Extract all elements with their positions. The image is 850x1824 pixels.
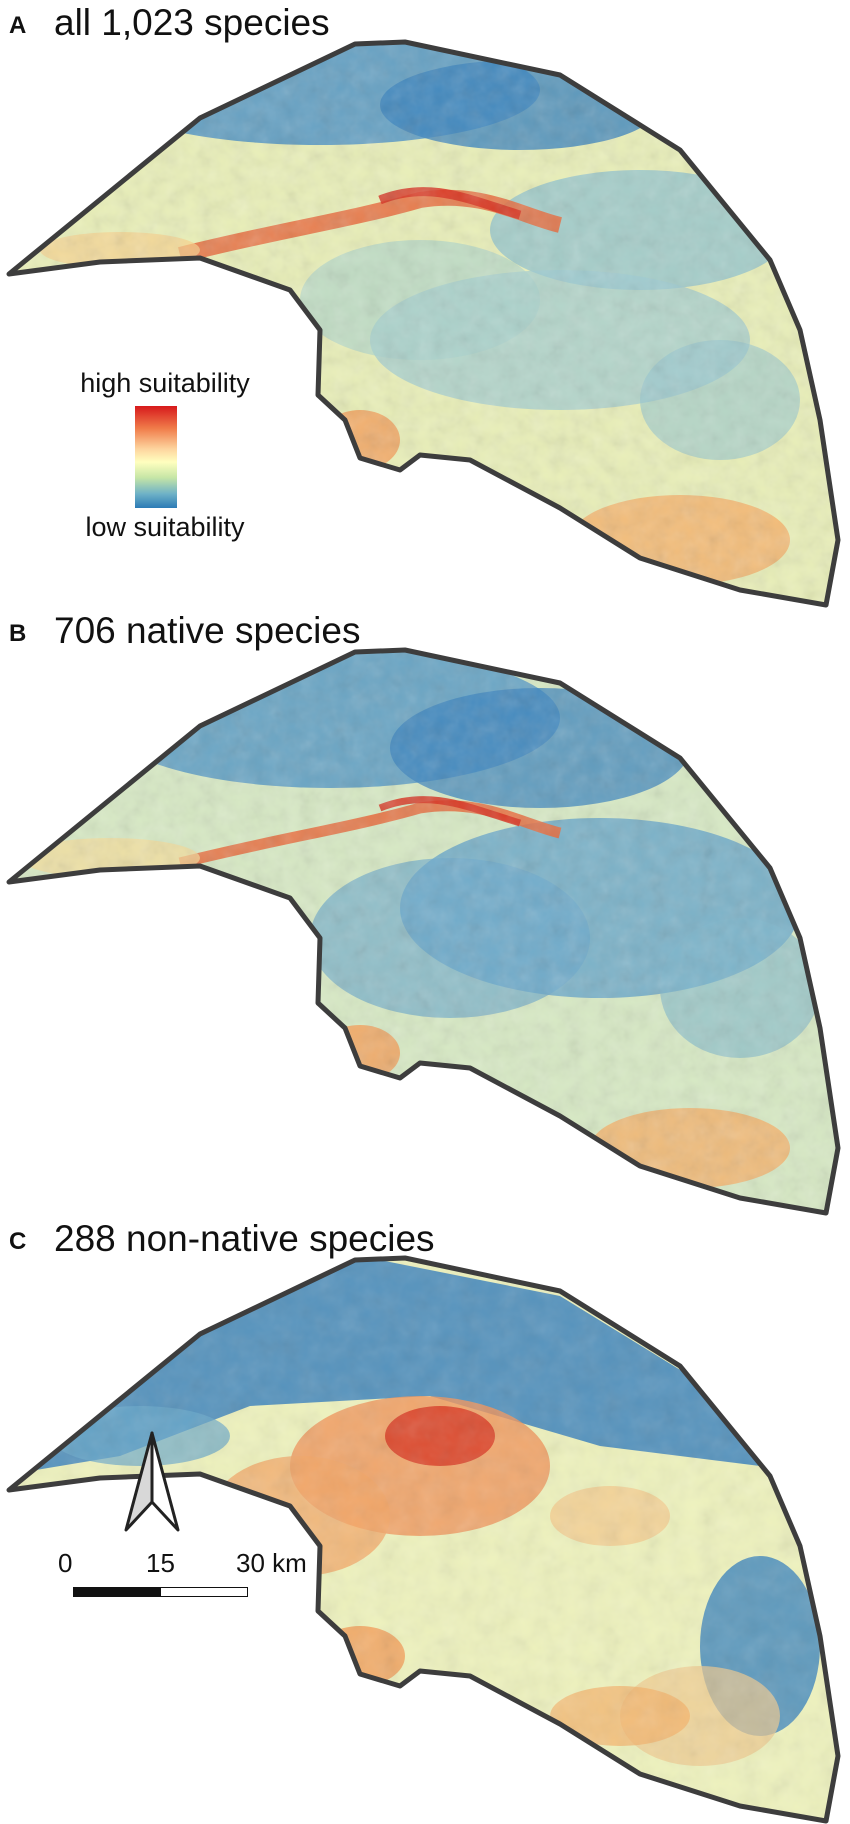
suitability-map-a: [6, 39, 841, 608]
panel-title-a: all 1,023 species: [54, 2, 330, 43]
suitability-legend: high suitability low suitability: [60, 368, 270, 548]
panel-letter-a: A: [9, 12, 27, 39]
scale-and-north: 0 15 30 km: [50, 1430, 310, 1650]
scale-bar-segment-dark: [73, 1587, 161, 1597]
panel-title-b: 706 native species: [54, 610, 361, 651]
map-panel-b: B 706 native species: [0, 608, 850, 1216]
scale-tick-0: 0: [58, 1548, 73, 1578]
panel-letter-c: C: [9, 1228, 27, 1255]
map-panel-a: A all 1,023 species high suitability low…: [0, 0, 850, 608]
north-arrow-icon: [124, 1431, 180, 1532]
legend-color-ramp: [135, 406, 177, 508]
scale-tick-30: 30 km: [236, 1548, 307, 1578]
suitability-map-b: [6, 647, 841, 1216]
legend-high-label: high suitability: [80, 368, 250, 398]
suitability-map-c: [6, 1255, 841, 1824]
scale-tick-15: 15: [146, 1548, 175, 1578]
panel-letter-b: B: [9, 620, 27, 647]
scale-bar-segment-light: [160, 1587, 248, 1597]
map-panel-c: C 288 non-native species: [0, 1216, 850, 1824]
panel-title-c: 288 non-native species: [54, 1218, 435, 1259]
legend-low-label: low suitability: [85, 512, 245, 542]
